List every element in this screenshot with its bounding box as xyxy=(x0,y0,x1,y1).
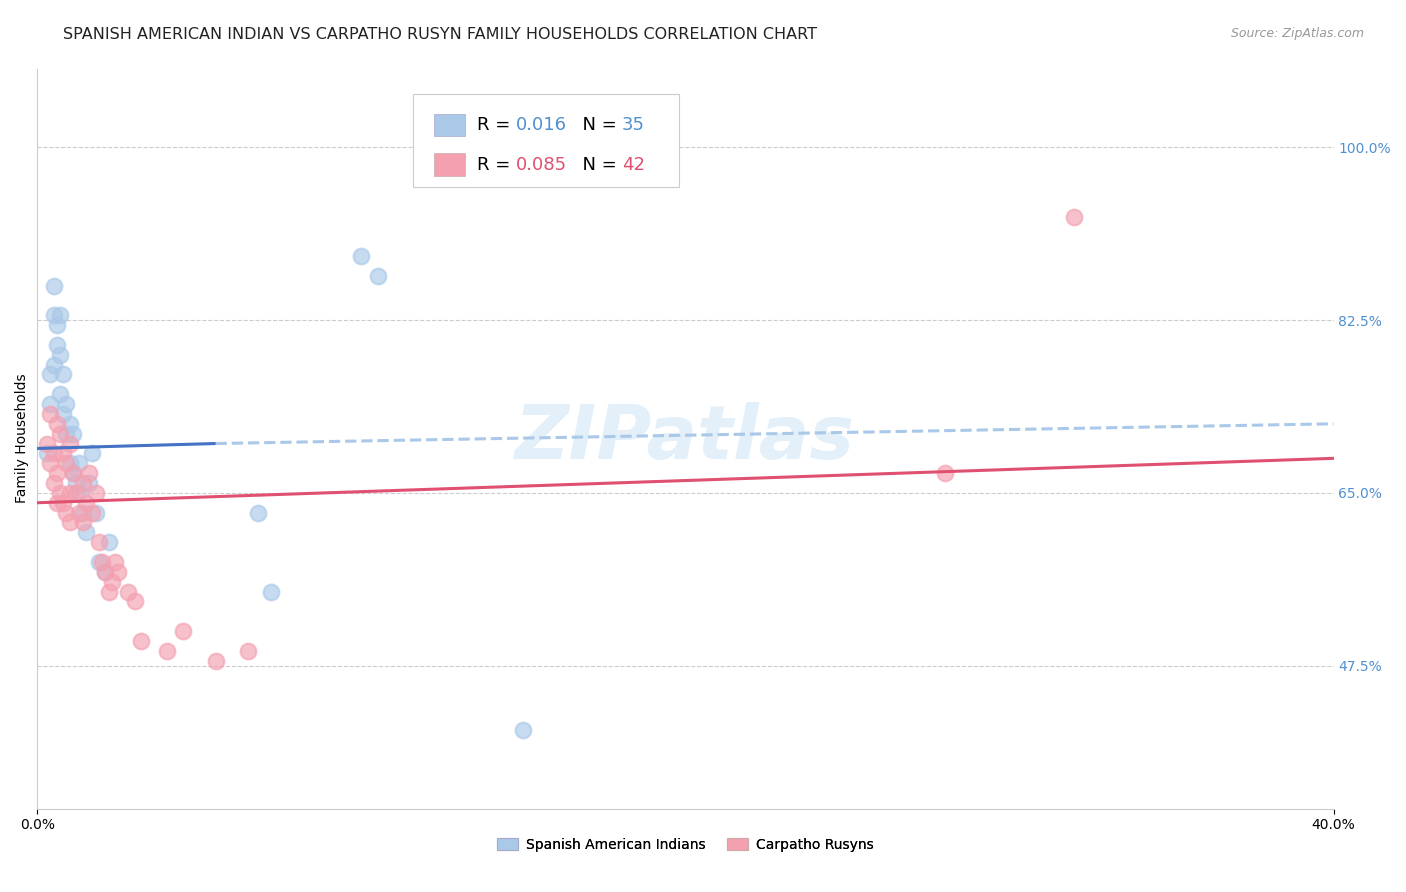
Point xyxy=(117,584,139,599)
Point xyxy=(124,594,146,608)
Point xyxy=(77,466,100,480)
Text: N =: N = xyxy=(571,155,623,174)
Point xyxy=(59,417,82,431)
Text: 42: 42 xyxy=(621,155,645,174)
Point xyxy=(934,466,956,480)
Point xyxy=(45,466,67,480)
Point xyxy=(42,308,65,322)
Legend: Spanish American Indians, Carpatho Rusyns: Spanish American Indians, Carpatho Rusyn… xyxy=(492,832,879,857)
Point xyxy=(39,407,62,421)
FancyBboxPatch shape xyxy=(413,95,679,187)
Point xyxy=(59,486,82,500)
Point xyxy=(101,574,124,589)
Point xyxy=(52,407,75,421)
Point xyxy=(107,565,129,579)
Point xyxy=(82,446,104,460)
Point xyxy=(52,446,75,460)
Point xyxy=(62,466,84,480)
Point xyxy=(39,368,62,382)
Point xyxy=(45,496,67,510)
Point xyxy=(259,584,281,599)
Point xyxy=(49,426,72,441)
Point xyxy=(49,308,72,322)
Point xyxy=(42,358,65,372)
Text: SPANISH AMERICAN INDIAN VS CARPATHO RUSYN FAMILY HOUSEHOLDS CORRELATION CHART: SPANISH AMERICAN INDIAN VS CARPATHO RUSY… xyxy=(63,27,817,42)
Point xyxy=(156,644,179,658)
Point xyxy=(55,426,77,441)
Point xyxy=(69,486,91,500)
Point xyxy=(512,723,534,737)
Point xyxy=(45,338,67,352)
Point xyxy=(72,516,94,530)
Point xyxy=(39,456,62,470)
Text: R =: R = xyxy=(477,155,516,174)
Point xyxy=(94,565,117,579)
Point xyxy=(172,624,194,638)
Point xyxy=(49,348,72,362)
Point xyxy=(55,506,77,520)
Text: N =: N = xyxy=(571,116,623,135)
FancyBboxPatch shape xyxy=(434,114,465,136)
Point xyxy=(55,397,77,411)
Point xyxy=(62,466,84,480)
Text: 0.016: 0.016 xyxy=(516,116,567,135)
Point xyxy=(94,565,117,579)
Point xyxy=(42,446,65,460)
Point xyxy=(82,506,104,520)
Point xyxy=(97,584,120,599)
Point xyxy=(45,318,67,332)
Point xyxy=(350,249,373,263)
Point xyxy=(87,555,110,569)
Point xyxy=(87,535,110,549)
Text: 35: 35 xyxy=(621,116,645,135)
Point xyxy=(59,516,82,530)
Point xyxy=(65,475,87,490)
Point xyxy=(91,555,114,569)
Point xyxy=(39,397,62,411)
Point xyxy=(204,654,226,668)
Point xyxy=(1063,210,1085,224)
Point xyxy=(236,644,259,658)
Point xyxy=(97,535,120,549)
Point xyxy=(55,456,77,470)
Text: 0.085: 0.085 xyxy=(516,155,567,174)
Point xyxy=(59,456,82,470)
Point xyxy=(49,387,72,401)
Point xyxy=(104,555,127,569)
Point xyxy=(42,475,65,490)
Point xyxy=(35,436,58,450)
Point xyxy=(129,634,152,648)
Point xyxy=(52,496,75,510)
Y-axis label: Family Households: Family Households xyxy=(15,374,30,503)
Point xyxy=(65,486,87,500)
Point xyxy=(75,525,97,540)
Point xyxy=(84,486,107,500)
Point xyxy=(72,475,94,490)
Point xyxy=(367,268,389,283)
Point xyxy=(52,368,75,382)
Point xyxy=(49,486,72,500)
Text: R =: R = xyxy=(477,116,516,135)
Point xyxy=(69,506,91,520)
Text: Source: ZipAtlas.com: Source: ZipAtlas.com xyxy=(1230,27,1364,40)
Point xyxy=(246,506,269,520)
Point xyxy=(42,278,65,293)
Point xyxy=(75,496,97,510)
Point xyxy=(72,506,94,520)
Point xyxy=(62,426,84,441)
Point xyxy=(35,446,58,460)
Point xyxy=(45,417,67,431)
FancyBboxPatch shape xyxy=(434,153,465,176)
Point xyxy=(77,475,100,490)
Point xyxy=(69,456,91,470)
Point xyxy=(84,506,107,520)
Text: ZIPatlas: ZIPatlas xyxy=(516,402,855,475)
Point xyxy=(59,436,82,450)
